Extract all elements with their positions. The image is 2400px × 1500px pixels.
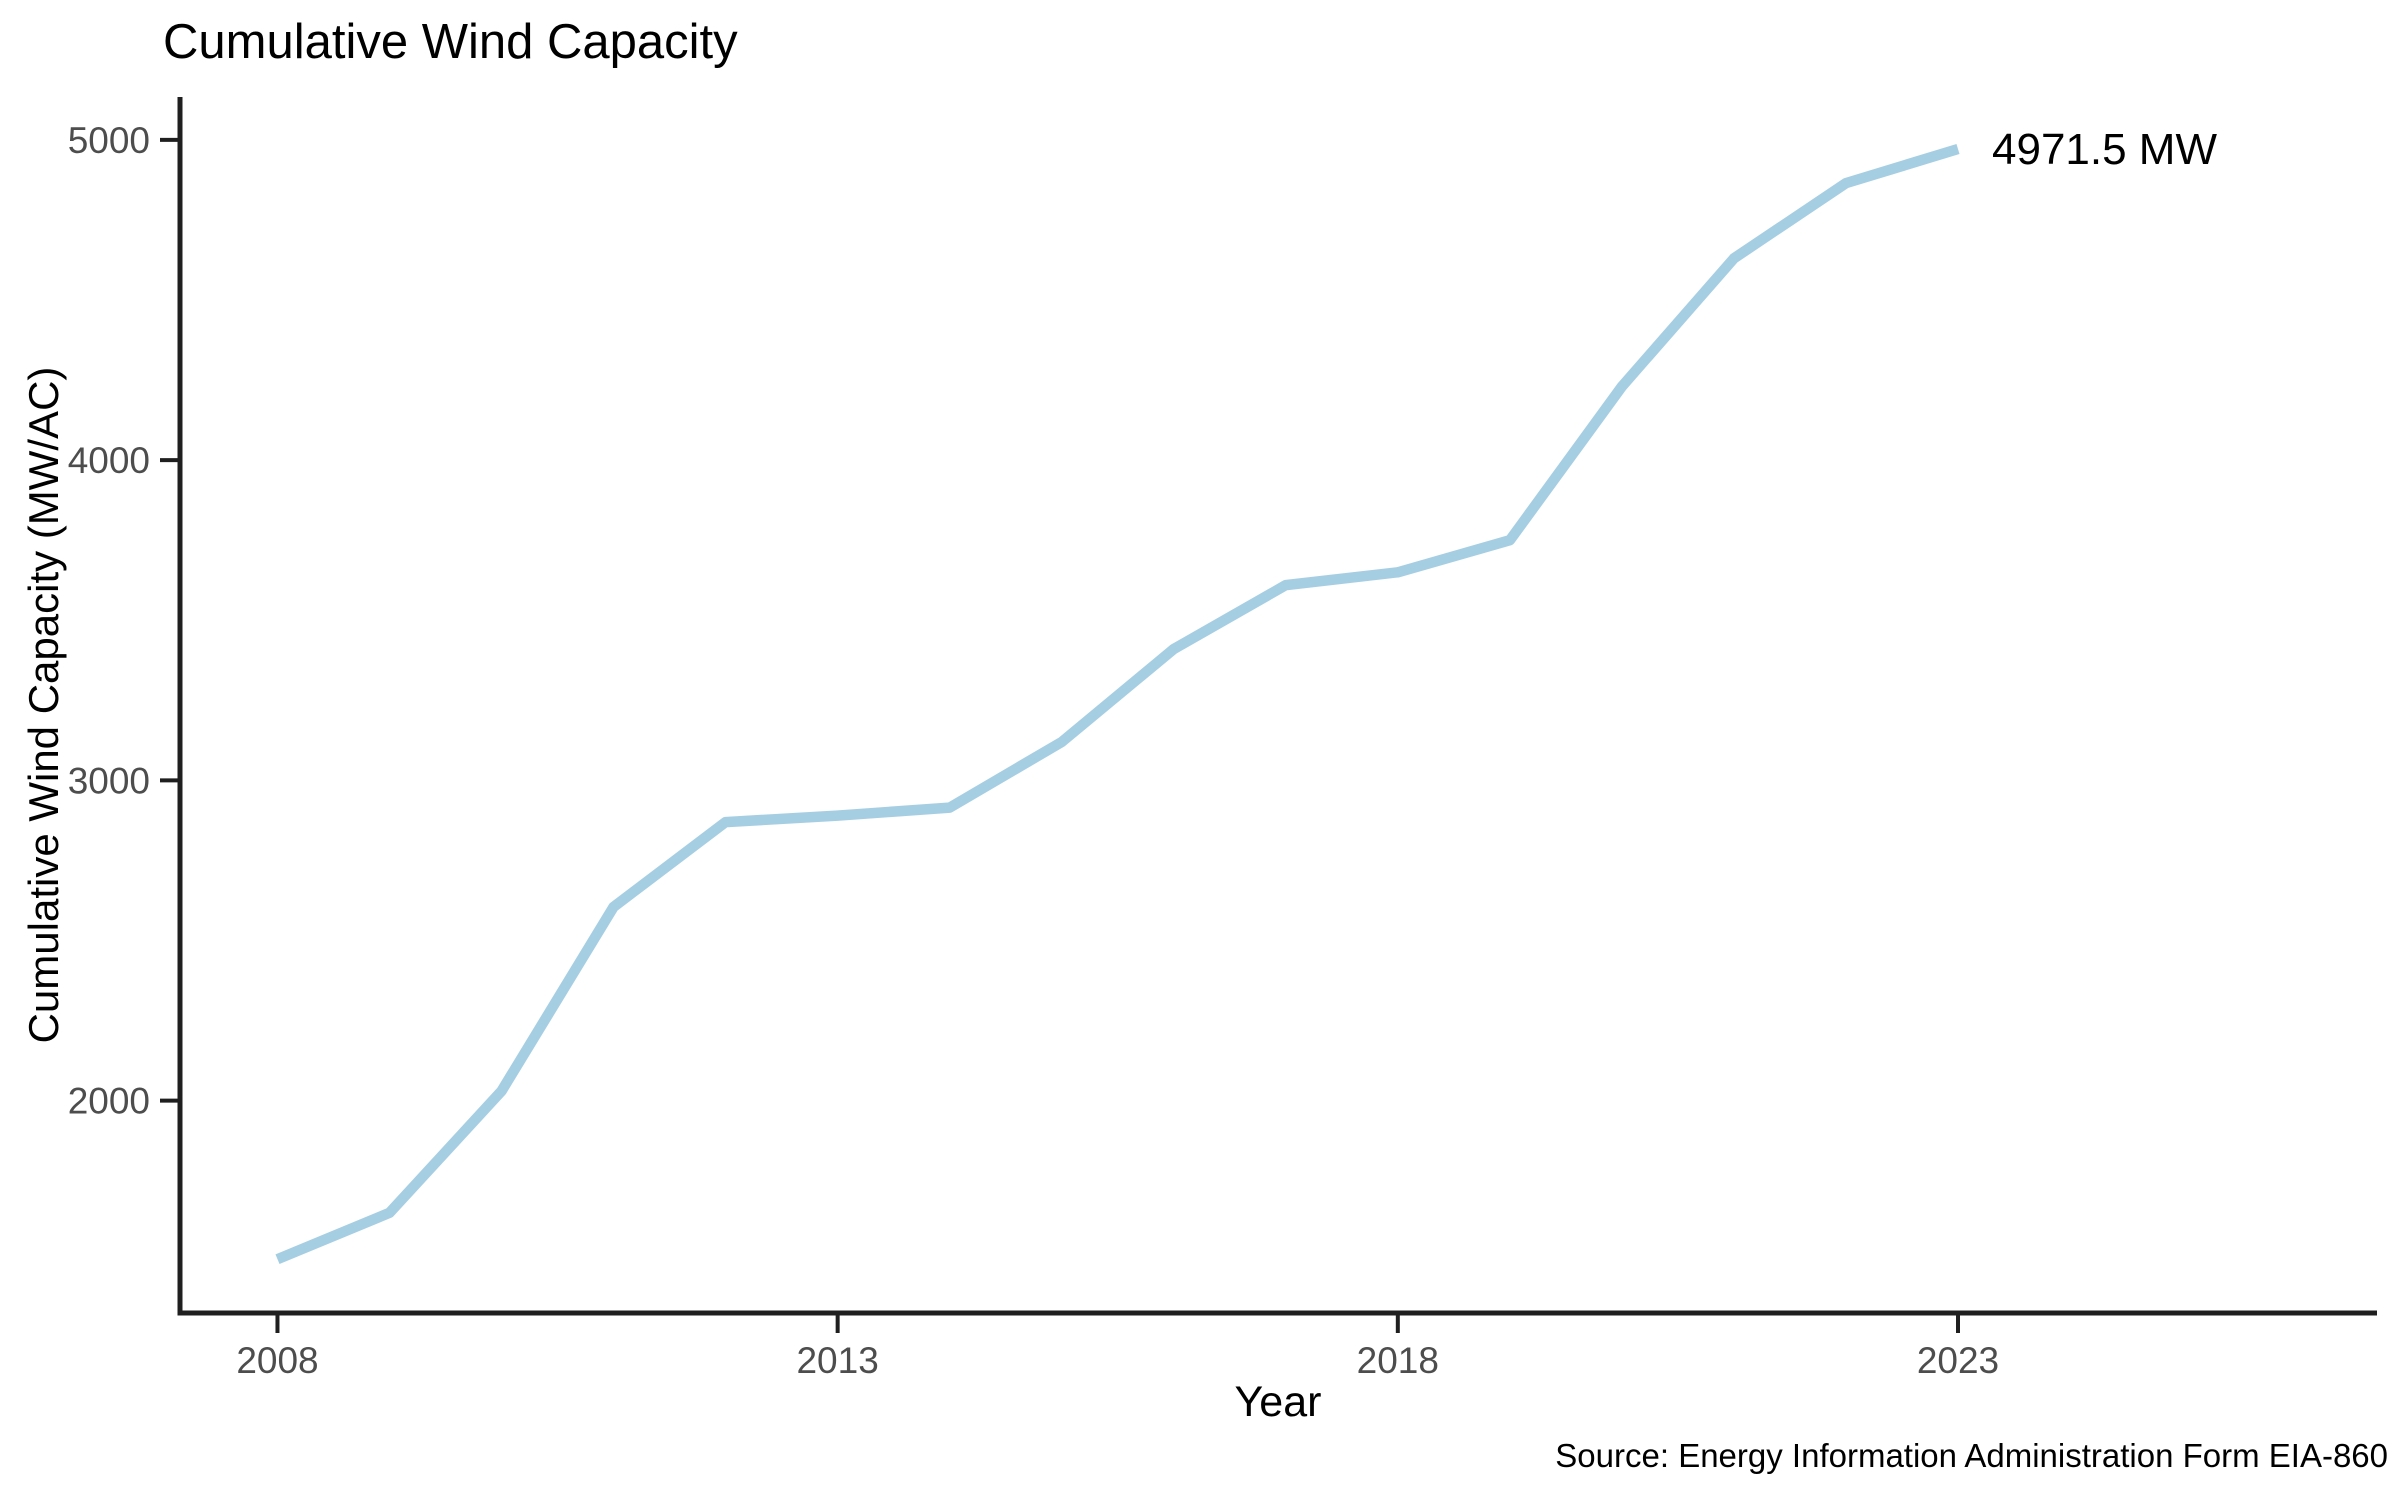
line-end-value-annotation: 4971.5 MW: [1992, 125, 2217, 174]
y-tick-label: 4000: [68, 440, 150, 481]
x-axis-title: Year: [1234, 1378, 1322, 1426]
x-tick-label: 2023: [1917, 1340, 1999, 1381]
y-tick-label: 2000: [68, 1081, 150, 1122]
data-line: [275, 143, 1960, 1265]
y-tick-label: 5000: [68, 120, 150, 161]
x-tick-label: 2008: [236, 1340, 318, 1381]
y-axis-title: Cumulative Wind Capacity (MW/AC): [20, 366, 67, 1044]
y-tick-label: 3000: [68, 760, 150, 801]
source-note: Source: Energy Information Administratio…: [1555, 1437, 2388, 1474]
x-tick-label: 2013: [796, 1340, 878, 1381]
chart-title: Cumulative Wind Capacity: [163, 15, 738, 69]
x-tick-label: 2018: [1357, 1340, 1439, 1381]
